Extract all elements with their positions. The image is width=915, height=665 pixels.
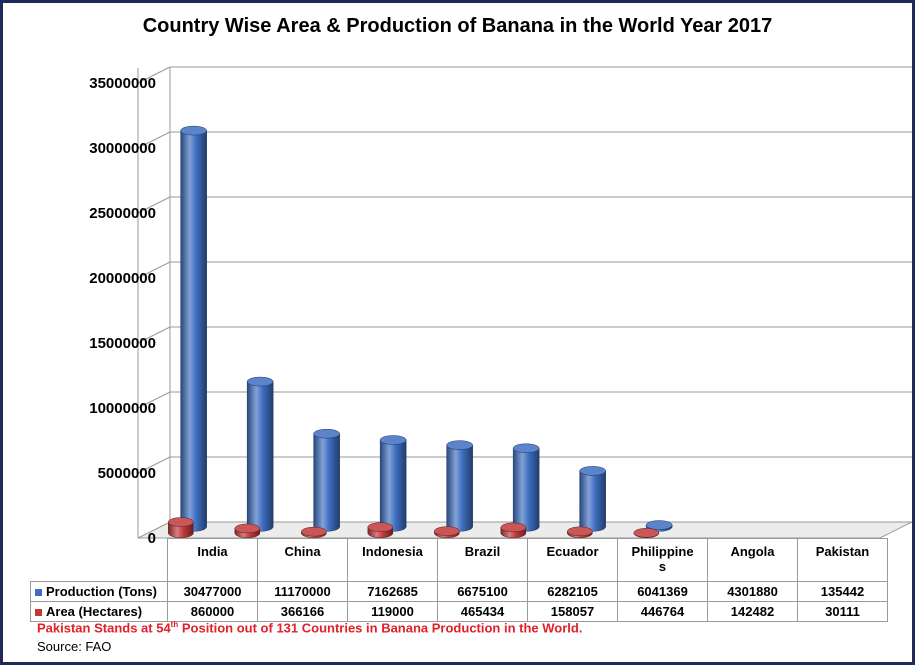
y-tick-label: 10000000 xyxy=(89,400,156,417)
category-label-line: Philippine xyxy=(631,544,694,559)
category-label: Ecuador xyxy=(527,538,618,582)
data-label: 11170000 xyxy=(257,581,348,602)
data-label: 6675100 xyxy=(437,581,528,602)
bar-production-brazil xyxy=(379,439,407,532)
bar-top-production-china xyxy=(246,376,274,387)
chart-plot: 0500000010000000150000002000000025000000… xyxy=(89,66,912,547)
source-note: Source: FAO xyxy=(37,639,112,654)
data-label: 135442 xyxy=(797,581,888,602)
data-label: 7162685 xyxy=(347,581,438,602)
legend-swatch xyxy=(35,609,42,617)
data-label: 465434 xyxy=(437,601,528,622)
table-row: Area (Hectares) 860000 366166 119000 465434 1… xyxy=(30,601,888,622)
category-label: China xyxy=(257,538,348,582)
gridline-side xyxy=(137,326,171,344)
y-tick-label: 35000000 xyxy=(89,75,156,92)
chart-title: Country Wise Area & Production of Banana… xyxy=(142,15,773,37)
category-label: Angola xyxy=(707,538,798,582)
gridline-side xyxy=(137,391,171,409)
data-label: 30111 xyxy=(797,601,888,622)
bar-production-indonesia xyxy=(313,433,340,532)
series-name: Production (Tons) xyxy=(46,584,157,599)
data-label: 6282105 xyxy=(527,581,618,602)
bar-top-area-china xyxy=(234,523,261,534)
series-name: Area (Hectares) xyxy=(46,604,143,619)
category-label: Philippine s xyxy=(617,538,708,582)
bar-top-production-indonesia xyxy=(313,428,340,439)
gridline-side xyxy=(137,261,171,279)
table-corner xyxy=(30,538,168,582)
data-label: 366166 xyxy=(257,601,348,622)
bar-top-area-pakistan xyxy=(633,528,660,538)
gridline-side xyxy=(137,456,171,474)
category-row: India China Indonesia Brazil Ecuador Philippi… xyxy=(30,538,888,582)
gridline-side xyxy=(137,196,171,214)
bar-production-india xyxy=(180,130,207,532)
footnote-before: Pakistan Stands at 54 xyxy=(37,620,171,636)
bar-production-china xyxy=(246,381,274,532)
category-label-line: Indonesia xyxy=(362,544,423,559)
bar-top-production-pakistan xyxy=(645,520,673,530)
bar-production-philippines xyxy=(512,448,540,532)
bar-top-production-india xyxy=(180,125,207,136)
footnote-sup: th xyxy=(170,620,179,629)
bar-top-area-ecuador xyxy=(434,526,460,536)
bar-production-ecuador xyxy=(446,444,473,532)
series-label: Area (Hectares) xyxy=(30,601,168,622)
data-label: 158057 xyxy=(527,601,618,622)
category-label-line: Brazil xyxy=(464,544,501,559)
y-tick-label: 15000000 xyxy=(89,335,156,352)
bar-top-production-ecuador xyxy=(446,440,473,450)
y-tick-label: 20000000 xyxy=(89,270,156,287)
category-label: India xyxy=(167,538,258,582)
category-label: Brazil xyxy=(437,538,528,582)
data-label: 142482 xyxy=(707,601,798,622)
bar-top-production-brazil xyxy=(379,435,407,445)
legend-swatch xyxy=(35,589,42,597)
footnote: Pakistan Stands at 54th Position out of … xyxy=(37,620,582,635)
bar-top-area-indonesia xyxy=(301,526,327,537)
bar-top-area-angola xyxy=(567,526,593,537)
table-row: Production (Tons) 30477000 11170000 7162685… xyxy=(30,581,888,602)
category-label-line: Pakistan xyxy=(815,544,870,559)
category-label: Indonesia xyxy=(347,538,438,582)
bar-top-area-philippines xyxy=(500,522,527,533)
category-label-line: India xyxy=(197,544,228,559)
data-label: 860000 xyxy=(167,601,258,622)
y-tick-label: 30000000 xyxy=(89,140,156,157)
bar-production-angola xyxy=(579,470,606,532)
gridline-side xyxy=(137,131,171,149)
bar-top-area-brazil xyxy=(367,522,394,532)
category-label-line: Ecuador xyxy=(546,544,599,559)
bar-top-production-philippines xyxy=(512,443,540,454)
category-label: Pakistan xyxy=(797,538,888,582)
data-label: 30477000 xyxy=(167,581,258,602)
y-tick-label: 5000000 xyxy=(98,465,156,482)
series-label: Production (Tons) xyxy=(30,581,168,602)
category-label-line: Angola xyxy=(730,544,775,559)
gridline-side xyxy=(137,66,171,84)
data-table: India China Indonesia Brazil Ecuador Philippi… xyxy=(30,538,888,622)
category-label-line: China xyxy=(284,544,321,559)
data-label: 446764 xyxy=(617,601,708,622)
data-label: 6041369 xyxy=(617,581,708,602)
bar-top-area-india xyxy=(168,517,194,527)
data-label: 4301880 xyxy=(707,581,798,602)
y-tick-label: 25000000 xyxy=(89,205,156,222)
footnote-after: Position out of 131 Countries in Banana … xyxy=(178,620,583,636)
data-label: 119000 xyxy=(347,601,438,622)
bar-top-production-angola xyxy=(579,466,606,476)
category-label-line: s xyxy=(658,559,667,574)
